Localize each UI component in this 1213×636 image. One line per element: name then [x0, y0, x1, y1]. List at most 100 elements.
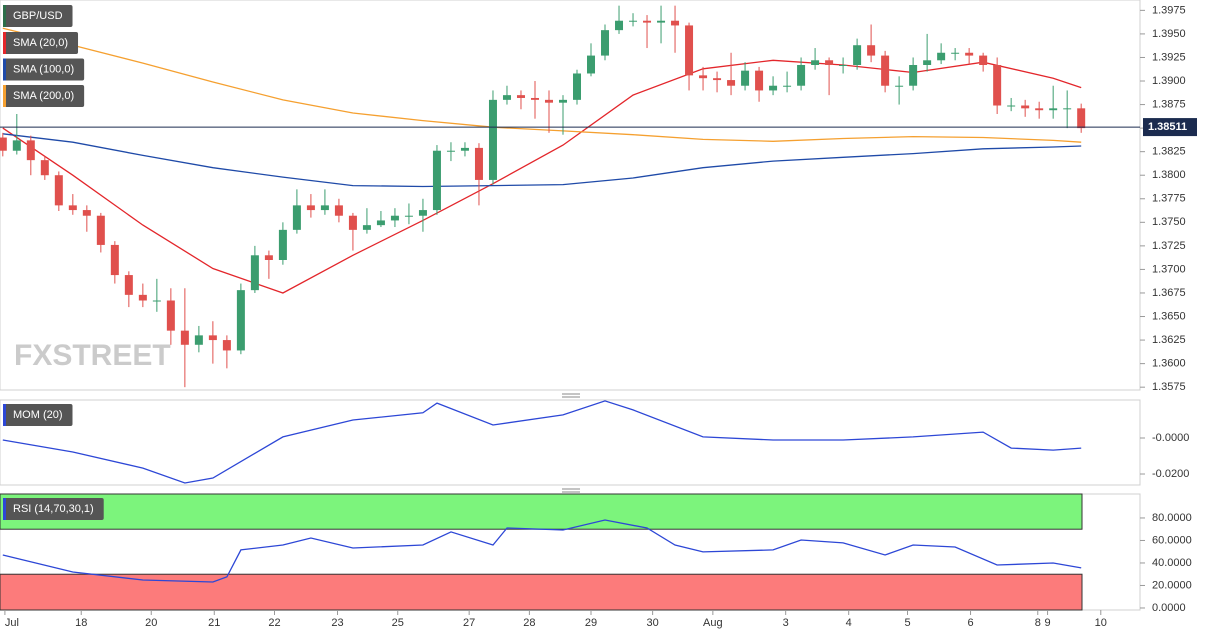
candle-body — [264, 255, 273, 260]
pane-grips — [562, 393, 580, 493]
candle-body — [1021, 105, 1030, 109]
candle-body — [320, 205, 329, 211]
candle-body — [124, 275, 133, 295]
candle-body — [895, 85, 904, 87]
candle-body — [727, 80, 736, 86]
candle-body — [292, 205, 301, 230]
candle-body — [418, 210, 427, 216]
candle-body — [881, 55, 890, 86]
candle-body — [1007, 105, 1016, 107]
x-tick-label: 3 — [783, 617, 789, 629]
candle-body — [180, 330, 189, 345]
candle-body — [0, 137, 7, 151]
x-tick-label: 20 — [145, 617, 157, 629]
watermark: FXSTREET — [14, 339, 171, 372]
x-tick-label: 18 — [75, 617, 87, 629]
y-tick-label: 1.3625 — [1152, 334, 1186, 346]
candle-body — [544, 99, 553, 103]
candle-body — [1077, 108, 1086, 129]
legend-label: SMA (100,0) — [13, 63, 74, 75]
legend-label: MOM (20) — [13, 409, 63, 421]
candle-body — [769, 85, 778, 91]
candle-body — [1063, 108, 1072, 110]
legend-chip: SMA (200,0) — [3, 85, 85, 107]
candle-body — [1049, 108, 1058, 111]
y-tick-label: 1.3900 — [1152, 75, 1186, 87]
legend-swatch — [3, 5, 6, 27]
candle-body — [502, 95, 511, 100]
y-tick-label: 1.3725 — [1152, 240, 1186, 252]
y-tick-label: 1.3750 — [1152, 216, 1186, 228]
legend-chip-bg — [3, 58, 85, 81]
candle-body — [278, 229, 287, 260]
candle-body — [937, 52, 946, 61]
y-tick-label: 1.3800 — [1152, 169, 1186, 181]
candle-body — [825, 60, 834, 65]
candle-body — [783, 85, 792, 87]
candle-body — [152, 300, 161, 302]
y-tick-label: 1.3825 — [1152, 146, 1186, 158]
candle-body — [951, 52, 960, 54]
candle-body — [222, 340, 231, 351]
candle-body — [236, 290, 245, 351]
y-tick-label: 60.0000 — [1152, 534, 1192, 546]
candle-body — [460, 147, 469, 151]
candle-body — [12, 140, 21, 151]
x-tick-label: 9 — [1045, 617, 1051, 629]
candle-body — [1035, 108, 1044, 111]
candle-body — [530, 97, 539, 100]
y-tick-label: 1.3975 — [1152, 4, 1186, 16]
indicator-line — [2, 59, 1082, 294]
candle-body — [615, 20, 624, 31]
candle-body — [558, 99, 567, 103]
x-tick-label: 29 — [585, 617, 597, 629]
x-tick-label: 21 — [208, 617, 220, 629]
candle-body — [643, 20, 652, 23]
candle-body — [110, 244, 119, 276]
x-tick-label: Aug — [703, 617, 723, 629]
candle-body — [601, 30, 610, 56]
candle-body — [629, 20, 638, 22]
y-tick-label: 80.0000 — [1152, 512, 1192, 524]
y-tick-label: 0.0000 — [1152, 602, 1186, 614]
candle-body — [82, 210, 91, 216]
candle-body — [979, 55, 988, 65]
candle-body — [839, 65, 848, 66]
candle-body — [797, 65, 806, 86]
x-tick-label: 6 — [967, 617, 973, 629]
candle-body — [138, 294, 147, 301]
candle-body — [488, 99, 497, 180]
pane-frame — [0, 399, 1141, 486]
candle-body — [474, 147, 483, 180]
overbought-band — [0, 493, 1083, 530]
candle-body — [390, 215, 399, 221]
candle-body — [993, 65, 1002, 106]
candle-body — [68, 205, 77, 211]
candle-body — [671, 20, 680, 26]
candle-body — [755, 70, 764, 91]
x-tick-label: 30 — [647, 617, 659, 629]
legend-swatch — [3, 85, 6, 107]
candle-body — [40, 160, 49, 176]
candle-body — [404, 215, 413, 217]
legend-chip: RSI (14,70,30,1) — [3, 498, 104, 520]
x-tick-label: 5 — [904, 617, 910, 629]
y-tick-label: -0.0200 — [1152, 468, 1189, 480]
pane-frame — [0, 0, 1141, 391]
legend-swatch — [3, 32, 6, 54]
legend-chip-bg — [3, 404, 73, 426]
candle-body — [306, 205, 315, 211]
candle-body — [208, 335, 217, 341]
y-tick-label: 1.3950 — [1152, 28, 1186, 40]
x-tick-label: 25 — [392, 617, 404, 629]
x-tick-label: 23 — [331, 617, 343, 629]
legend-swatch — [3, 404, 6, 426]
last-price-box — [1143, 118, 1197, 137]
candle-body — [867, 45, 876, 56]
candle-body — [446, 150, 455, 152]
candle-body — [54, 175, 63, 206]
legend-swatch — [3, 58, 6, 81]
y-tick-label: 1.3575 — [1152, 381, 1186, 393]
candle-body — [516, 95, 525, 98]
